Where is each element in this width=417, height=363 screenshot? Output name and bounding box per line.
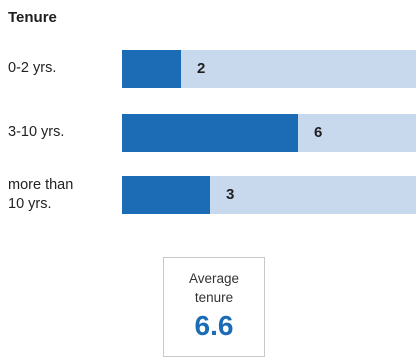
bar-track: 3 [122,176,416,214]
category-label: 3-10 yrs. [8,124,65,140]
bar [122,176,210,214]
average-tenure-label: Average tenure [188,271,240,305]
bar-value-label: 2 [197,60,206,77]
average-tenure-value: 6.6 [194,310,234,341]
average-tenure-card: Average tenure 6.6 [163,257,265,357]
bar-value-label: 6 [314,124,323,141]
category-label: 0-2 yrs. [8,60,57,76]
bar-track: 2 [122,50,416,88]
bar [122,50,181,88]
category-label: more than 10 yrs. [8,177,74,212]
bar-track: 6 [122,114,416,152]
bar-value-label: 3 [226,186,235,203]
chart-title: Tenure [8,9,57,26]
bar [122,114,298,152]
